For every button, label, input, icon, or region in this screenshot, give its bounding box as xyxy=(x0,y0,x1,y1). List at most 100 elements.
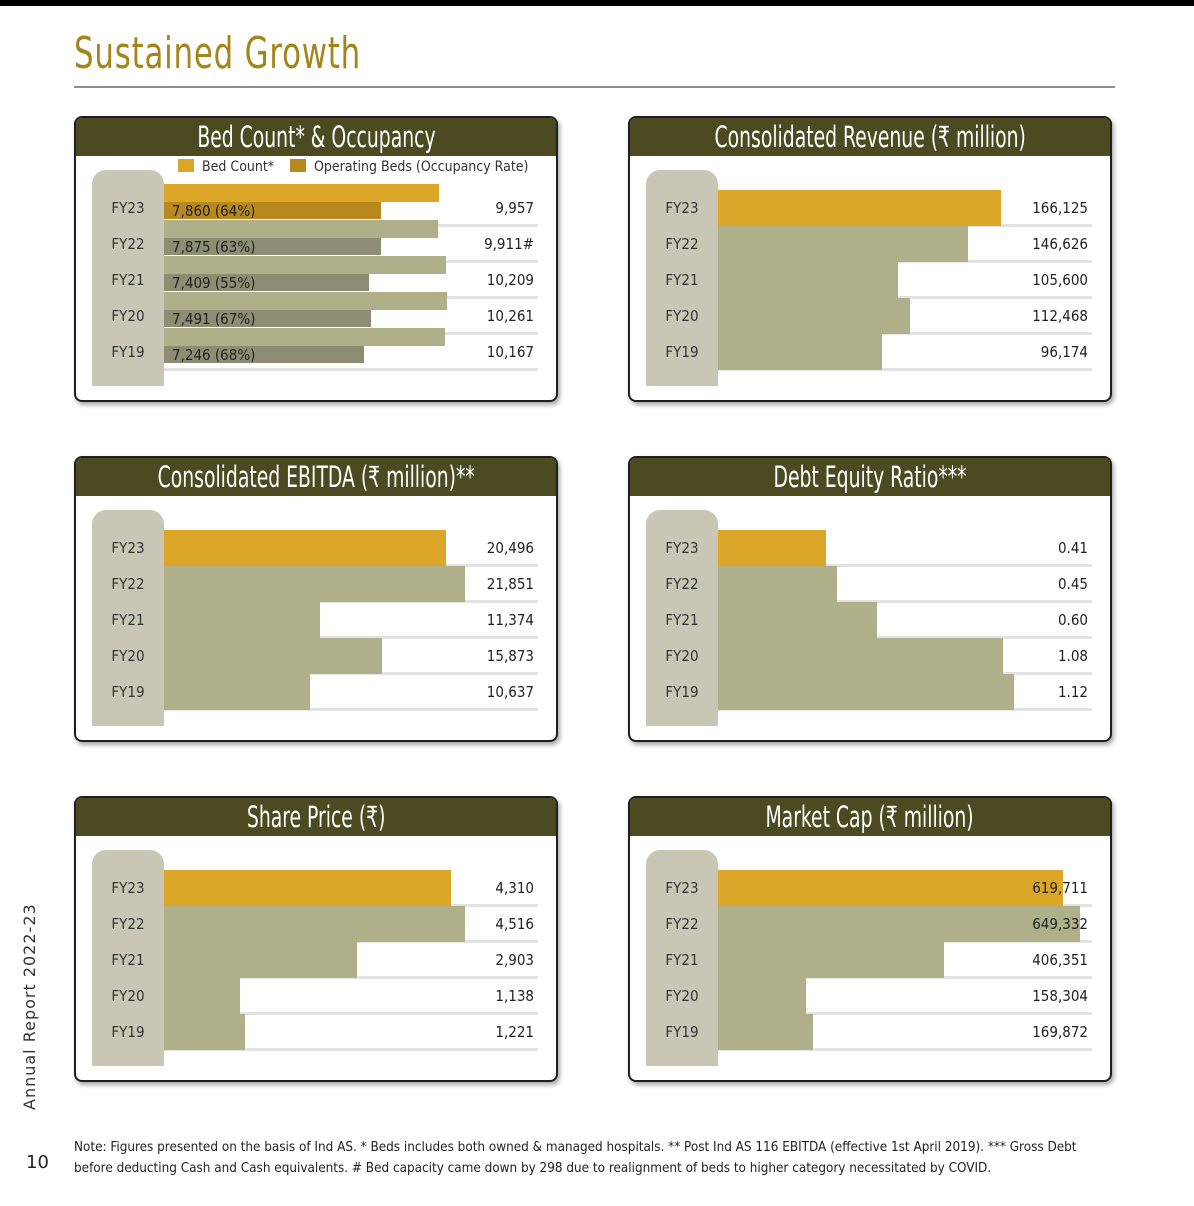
footnote: Note: Figures presented on the basis of … xyxy=(74,1140,1077,1176)
occupancy-label: 7,409 (55%) xyxy=(172,274,256,292)
year-label: FY22 xyxy=(111,235,145,253)
year-label: FY23 xyxy=(665,539,699,557)
page-title: Sustained Growth xyxy=(74,28,362,79)
bar xyxy=(164,870,451,906)
year-label: FY20 xyxy=(665,307,699,325)
data-label: 20,496 xyxy=(486,539,534,557)
data-label: 0.60 xyxy=(1057,611,1088,629)
row-divider xyxy=(164,1048,538,1051)
year-label: FY22 xyxy=(111,575,145,593)
year-label: FY19 xyxy=(111,343,145,361)
data-label: 11,374 xyxy=(486,611,534,629)
data-label: 146,626 xyxy=(1032,235,1088,253)
bar xyxy=(164,256,446,274)
chart-title-text: Bed Count* & Occupancy xyxy=(196,120,436,154)
year-column xyxy=(646,170,718,386)
chart-title: Bed Count* & Occupancy xyxy=(76,118,556,156)
data-label: 406,351 xyxy=(1032,951,1088,969)
row-divider xyxy=(164,368,538,371)
chart-title-text: Share Price (₹) xyxy=(246,800,386,834)
bar xyxy=(164,674,311,710)
occupancy-label: 7,246 (68%) xyxy=(172,346,256,364)
row-divider xyxy=(164,708,538,711)
data-label: 1,138 xyxy=(495,987,534,1005)
data-label: 10,167 xyxy=(486,343,534,361)
data-label: 649,332 xyxy=(1032,915,1088,933)
row-divider xyxy=(718,1048,1092,1051)
legend-label: Operating Beds (Occupancy Rate) xyxy=(314,159,529,175)
year-column xyxy=(646,510,718,726)
bar xyxy=(718,638,1004,674)
year-label: FY19 xyxy=(111,1023,145,1041)
year-label: FY21 xyxy=(111,271,145,289)
bar xyxy=(718,262,899,298)
chart-panel-ebitda: Consolidated EBITDA (₹ million)** FY23 20,… xyxy=(74,456,558,742)
year-column xyxy=(92,510,164,726)
row-divider xyxy=(164,1012,538,1015)
data-label: 10,261 xyxy=(486,307,534,325)
bar xyxy=(718,978,807,1014)
data-label: 1,221 xyxy=(495,1023,534,1041)
year-label: FY22 xyxy=(665,575,699,593)
side-label: Annual Report 2022-23 xyxy=(20,903,39,1110)
bar xyxy=(718,942,945,978)
bar-operating xyxy=(164,238,382,255)
data-label: 1.08 xyxy=(1057,647,1088,665)
bar xyxy=(718,334,882,370)
data-label: 9,911# xyxy=(484,235,534,253)
data-label: 96,174 xyxy=(1040,343,1088,361)
row-divider xyxy=(718,636,1092,639)
year-label: FY21 xyxy=(111,611,145,629)
chart-title: Debt Equity Ratio*** xyxy=(630,458,1110,496)
chart-title-text: Consolidated EBITDA (₹ million)** xyxy=(157,460,475,494)
legend-swatch xyxy=(178,159,194,172)
chart-title: Consolidated EBITDA (₹ million)** xyxy=(76,458,556,496)
year-label: FY23 xyxy=(111,539,145,557)
chart-title: Share Price (₹) xyxy=(76,798,556,836)
bar xyxy=(164,978,240,1014)
data-label: 2,903 xyxy=(495,951,534,969)
chart-panel-mcap: Market Cap (₹ million) FY23 619,711 FY22 649… xyxy=(628,796,1112,1082)
row-divider xyxy=(164,636,538,639)
bar xyxy=(718,298,910,334)
bar xyxy=(718,870,1064,906)
year-label: FY19 xyxy=(665,343,699,361)
bar xyxy=(164,566,465,602)
legend-label: Bed Count* xyxy=(202,159,275,175)
occupancy-label: 7,875 (63%) xyxy=(172,238,256,256)
data-label: 4,516 xyxy=(495,915,534,933)
row-divider xyxy=(718,368,1092,371)
data-label: 0.45 xyxy=(1057,575,1088,593)
bar xyxy=(164,292,448,310)
bar xyxy=(164,184,439,202)
chart-title: Consolidated Revenue (₹ million) xyxy=(630,118,1110,156)
chart-panel-beds: Bed Count* & Occupancy Bed Count* Operatin… xyxy=(74,116,558,402)
data-label: 21,851 xyxy=(486,575,534,593)
legend-item: Operating Beds (Occupancy Rate) xyxy=(290,158,528,176)
bar xyxy=(718,566,837,602)
bar xyxy=(718,530,827,566)
page-number: 10 xyxy=(26,1152,49,1173)
year-label: FY19 xyxy=(111,683,145,701)
bar xyxy=(164,638,383,674)
bar xyxy=(164,906,465,942)
bar xyxy=(164,220,438,238)
year-label: FY23 xyxy=(111,879,145,897)
occupancy-label: 7,860 (64%) xyxy=(172,202,256,220)
bar xyxy=(164,602,321,638)
year-label: FY22 xyxy=(665,235,699,253)
chart-title-text: Consolidated Revenue (₹ million) xyxy=(714,120,1026,154)
bar xyxy=(164,942,358,978)
top-border xyxy=(0,0,1194,6)
year-label: FY20 xyxy=(665,647,699,665)
year-column xyxy=(646,850,718,1066)
chart-panel-debt: Debt Equity Ratio*** FY23 0.41 FY22 0.45 FY21… xyxy=(628,456,1112,742)
bar xyxy=(164,530,446,566)
year-label: FY19 xyxy=(665,1023,699,1041)
year-label: FY21 xyxy=(111,951,145,969)
year-label: FY22 xyxy=(111,915,145,933)
bar xyxy=(718,906,1080,942)
data-label: 0.41 xyxy=(1057,539,1088,557)
chart-title-text: Debt Equity Ratio*** xyxy=(773,460,967,494)
title-rule xyxy=(74,86,1115,88)
